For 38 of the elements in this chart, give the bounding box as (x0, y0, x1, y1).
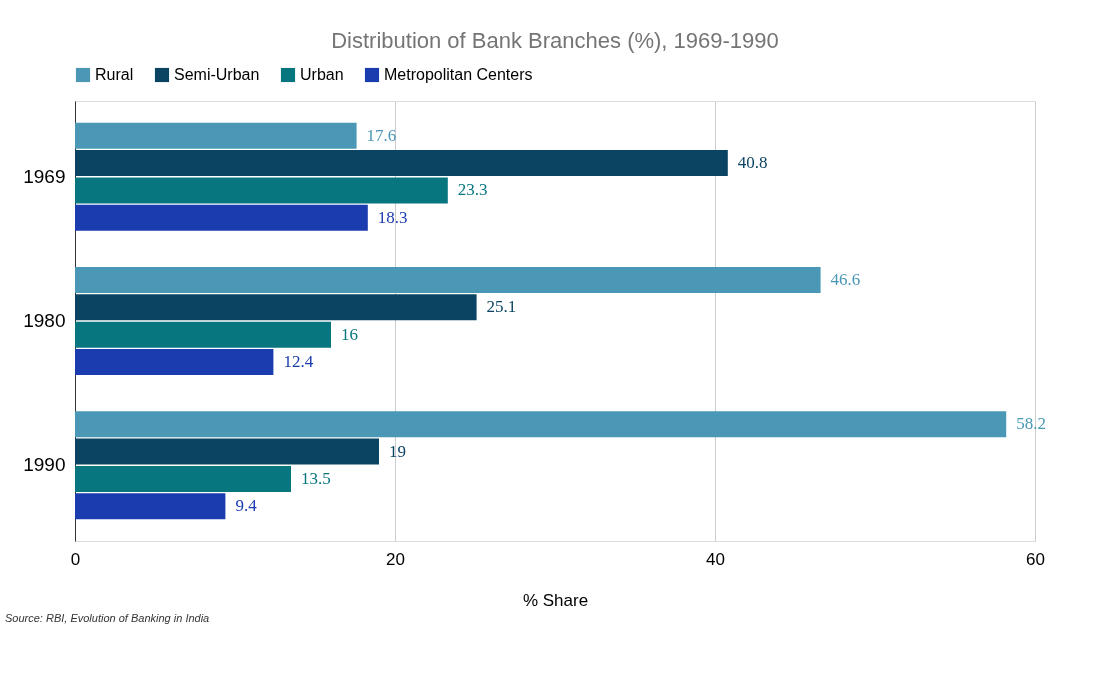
data-label: 23.3 (457, 180, 488, 200)
data-label: 58.2 (1016, 414, 1046, 434)
data-label: 13.5 (301, 468, 331, 488)
y-tick-label: 1990 (23, 454, 66, 476)
data-label: 25.1 (486, 297, 517, 317)
data-label: 40.8 (737, 153, 768, 173)
x-tick-label: 60 (1026, 549, 1045, 569)
legend-label: Metropolitan Centers (384, 66, 533, 83)
bar (75, 150, 728, 177)
bar (75, 438, 379, 465)
bar (75, 321, 331, 348)
y-tick-label: 1969 (23, 165, 66, 187)
x-axis-title: % Share (522, 590, 589, 610)
chart-title: Distribution of Bank Branches (%), 1969-1990 (331, 28, 779, 53)
bar (75, 493, 226, 520)
bar (75, 177, 448, 204)
data-label: 46.6 (830, 269, 861, 289)
data-label: 16 (341, 324, 358, 344)
data-label: 17.6 (366, 125, 397, 145)
bar (75, 122, 357, 149)
data-label: 12.4 (283, 352, 314, 372)
bar (75, 465, 291, 492)
data-label: 18.3 (377, 207, 408, 227)
bar (75, 349, 274, 376)
x-tick-label: 40 (706, 549, 725, 569)
bar (75, 204, 368, 231)
legend-label: Rural (95, 66, 134, 83)
y-tick-label: 1980 (23, 310, 66, 331)
legend-label: Semi-Urban (174, 66, 260, 83)
source-note: Source: RBI, Evolution of Banking in India (5, 612, 210, 624)
data-label: 9.4 (235, 496, 258, 516)
legend-label: Urban (300, 66, 344, 83)
x-tick-label: 20 (386, 549, 405, 569)
bar (75, 294, 477, 321)
x-tick-label: 0 (70, 549, 81, 569)
bar (75, 411, 1007, 438)
data-label: 19 (389, 441, 406, 461)
bar (75, 266, 821, 293)
